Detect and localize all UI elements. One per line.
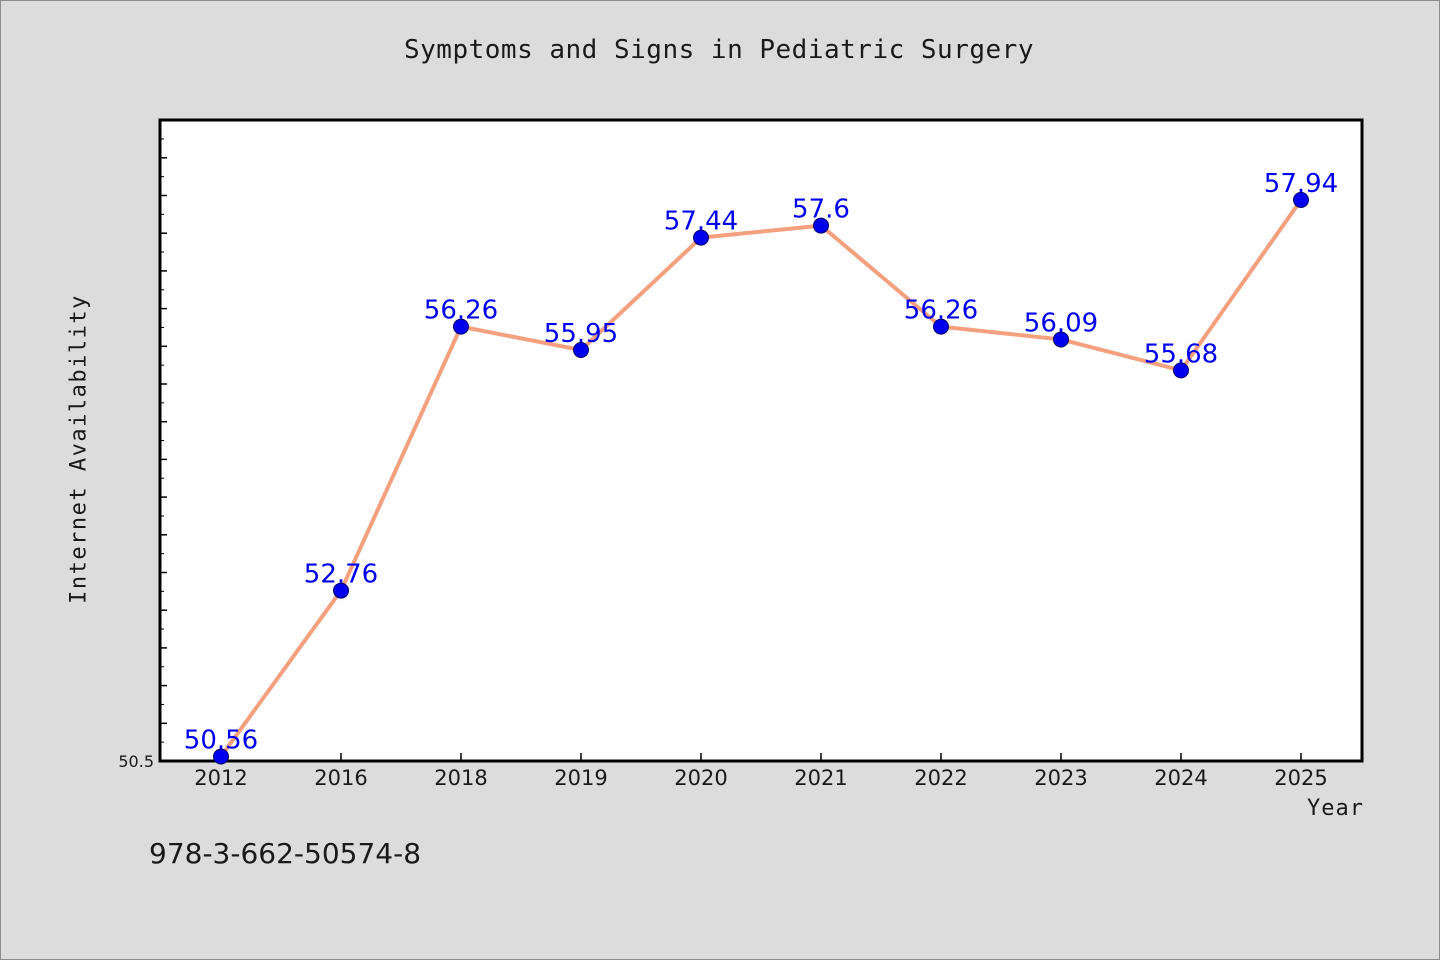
data-point-marker [1053, 331, 1069, 348]
x-tick-label: 2016 [314, 766, 367, 790]
x-tick-label: 2021 [794, 766, 847, 790]
series-line [219, 197, 1303, 759]
x-tick-label: 2025 [1274, 766, 1327, 790]
data-label: 55.95 [544, 319, 618, 349]
x-axis-label: Year [1307, 796, 1364, 821]
data-point-marker [1173, 362, 1189, 379]
plot-area [158, 118, 1364, 763]
data-label: 52.76 [304, 560, 378, 590]
data-label: 56.26 [904, 296, 978, 326]
data-labels-layer: 50.56 52.76 56.26 55.95 57.44 57.6 56.26 56.09 5… [184, 169, 1338, 756]
data-point-marker [693, 229, 709, 246]
y-tick-label: 50.5 [118, 752, 154, 771]
data-point-marker [453, 318, 469, 335]
chart-title: Symptoms and Signs in Pediatric Surgery [404, 35, 1034, 65]
data-point-marker [213, 748, 229, 765]
data-label: 57.44 [664, 207, 738, 237]
data-label: 57.94 [1264, 169, 1338, 199]
x-axis-ticks: 2012 2016 2018 2019 2020 2021 2022 2023 2024 2025 [194, 753, 1328, 790]
data-point-marker [573, 342, 589, 359]
data-point-marker [933, 318, 949, 335]
data-point-marker [333, 582, 349, 599]
isbn-text: 978-3-662-50574-8 [149, 837, 422, 870]
series-layer [213, 191, 1309, 765]
x-tick-label: 2019 [554, 766, 607, 790]
data-label: 56.09 [1024, 308, 1098, 338]
data-label: 56.26 [424, 296, 498, 326]
x-tick-label: 2023 [1034, 766, 1087, 790]
x-tick-label: 2024 [1154, 766, 1207, 790]
data-label: 55.68 [1144, 339, 1218, 369]
y-axis-ticks: 50.5 [118, 138, 167, 771]
data-point-marker [813, 217, 829, 234]
data-label: 50.56 [184, 725, 258, 755]
data-point-marker [1293, 191, 1309, 208]
x-tick-label: 2018 [434, 766, 487, 790]
data-label: 57.6 [792, 195, 850, 225]
x-tick-label: 2012 [194, 766, 247, 790]
x-tick-label: 2022 [914, 766, 967, 790]
x-tick-label: 2020 [674, 766, 727, 790]
